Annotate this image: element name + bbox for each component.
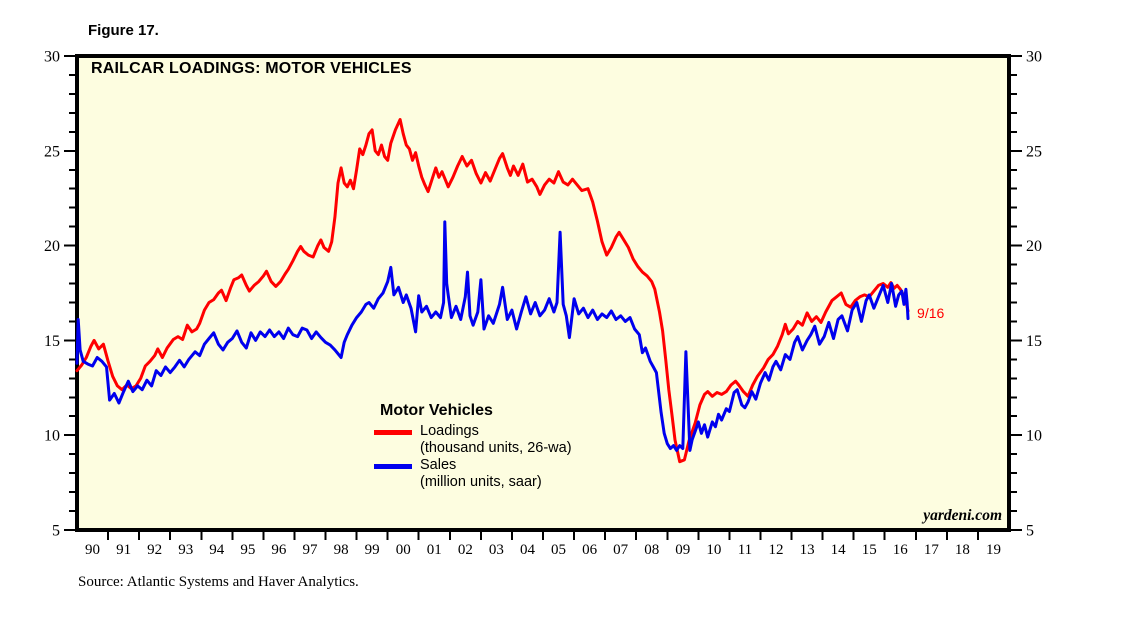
y-axis-label-left: 25 [44, 143, 60, 160]
loadings-line-swatch [374, 430, 412, 435]
loadings-legend-text: Loadings (thousand units, 26-wa) [420, 423, 572, 457]
y-axis-label-right: 30 [1026, 49, 1042, 66]
plot-area [75, 54, 1011, 532]
x-axis-label: 17 [924, 542, 940, 558]
y-axis-label-right: 10 [1026, 428, 1042, 445]
x-axis-label: 00 [396, 542, 411, 558]
x-axis-label: 09 [675, 542, 690, 558]
y-axis-label-right: 15 [1026, 333, 1042, 350]
legend-item-sales: Sales (million units, saar) [374, 457, 572, 491]
y-axis-label-right: 25 [1026, 143, 1042, 160]
x-axis-label: 02 [458, 542, 473, 558]
x-axis-label: 92 [147, 542, 162, 558]
y-axis-label-left: 10 [44, 428, 60, 445]
x-axis-label: 90 [85, 542, 100, 558]
x-axis-label: 12 [769, 542, 784, 558]
x-axis-label: 11 [738, 542, 752, 558]
x-axis-label: 03 [489, 542, 504, 558]
x-axis-label: 93 [178, 542, 193, 558]
end-annotation: 9/16 [917, 305, 945, 321]
x-axis-label: 97 [303, 542, 319, 558]
legend: Motor Vehicles Loadings (thousand units,… [374, 402, 572, 491]
x-axis-label: 94 [209, 542, 225, 558]
y-axis-label-right: 5 [1026, 523, 1034, 540]
sales-line [75, 220, 910, 452]
x-axis-label: 14 [831, 542, 847, 558]
loadings-label: Loadings [420, 423, 479, 439]
x-axis-label: 19 [986, 542, 1001, 558]
source-note: Source: Atlantic Systems and Haver Analy… [78, 574, 359, 590]
sales-sublabel: (million units, saar) [420, 474, 542, 490]
y-axis-label-left: 30 [44, 49, 60, 66]
x-axis-label: 10 [706, 542, 721, 558]
y-axis-label-left: 5 [52, 523, 60, 540]
x-axis-label: 04 [520, 542, 536, 558]
x-axis-label: 13 [800, 542, 815, 558]
sales-label: Sales [420, 457, 457, 473]
y-axis-label-left: 20 [44, 238, 60, 255]
x-axis-label: 95 [240, 542, 255, 558]
x-axis-label: 01 [427, 542, 442, 558]
y-axis-label-right: 20 [1026, 238, 1042, 255]
watermark: yardeni.com [923, 507, 1002, 524]
sales-legend-text: Sales (million units, saar) [420, 457, 542, 491]
x-axis-label: 05 [551, 542, 566, 558]
x-axis-label: 08 [644, 542, 659, 558]
x-axis-label: 07 [613, 542, 629, 558]
loadings-line [75, 118, 910, 464]
sales-line-swatch [374, 464, 412, 469]
x-axis-label: 91 [116, 542, 131, 558]
x-axis-label: 96 [271, 542, 287, 558]
figure-label: Figure 17. [88, 22, 159, 39]
chart-title: RAILCAR LOADINGS: MOTOR VEHICLES [91, 60, 412, 77]
y-axis-label-left: 15 [44, 333, 60, 350]
x-axis-label: 98 [334, 542, 349, 558]
x-axis-label: 99 [365, 542, 380, 558]
legend-item-loadings: Loadings (thousand units, 26-wa) [374, 423, 572, 457]
x-axis-label: 16 [893, 542, 909, 558]
loadings-sublabel: (thousand units, 26-wa) [420, 440, 572, 456]
x-axis-label: 15 [862, 542, 877, 558]
legend-heading: Motor Vehicles [380, 402, 493, 419]
x-axis-label: 06 [582, 542, 598, 558]
x-axis-label: 18 [955, 542, 970, 558]
